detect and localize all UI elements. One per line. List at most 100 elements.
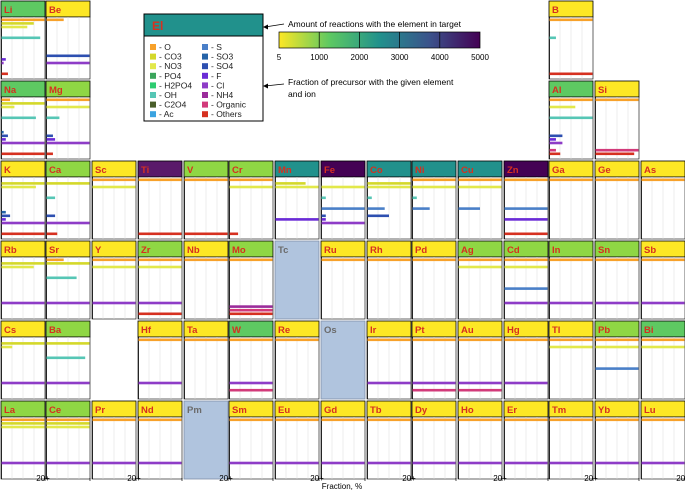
element-tile-Sc: Sc bbox=[91, 160, 137, 240]
element-symbol: Co bbox=[370, 165, 383, 176]
element-symbol: Tm bbox=[552, 405, 566, 416]
element-tile-Tc: Tc bbox=[274, 240, 320, 320]
bar-Co-OH bbox=[367, 196, 372, 200]
element-symbol: Cs bbox=[4, 325, 16, 336]
colorbar-tick-label: 2000 bbox=[351, 53, 369, 62]
bar-Ir-Cl bbox=[367, 381, 411, 385]
legend-swatch bbox=[202, 82, 208, 89]
bar-Ag-O bbox=[458, 258, 502, 262]
bar-Sb-Cl bbox=[641, 301, 685, 305]
element-symbol: Sc bbox=[95, 165, 107, 176]
bar-W-O bbox=[229, 338, 273, 342]
bar-Ni-O bbox=[412, 178, 456, 182]
bar-Ga-O bbox=[549, 178, 593, 182]
bar-Hf-O bbox=[138, 338, 182, 342]
element-tile-Be: Be bbox=[45, 0, 91, 80]
bar-Al-NO3 bbox=[549, 105, 576, 109]
bar-V-Others bbox=[184, 232, 228, 236]
x-tick-label: 20+ bbox=[402, 474, 416, 483]
legend-key: El - O- CO3- NO3- PO4- H2PO4- OH- C2O4- … bbox=[143, 13, 264, 122]
element-tile-Ho: Ho bbox=[457, 400, 503, 480]
bar-Be-O bbox=[46, 18, 64, 22]
element-tile-Ag: Ag bbox=[457, 240, 503, 320]
bar-Nd-Cl bbox=[138, 461, 182, 465]
bar-Zn-O bbox=[504, 178, 548, 182]
element-tile-Na: Na bbox=[0, 80, 46, 160]
legend-label-Organic: - Organic bbox=[211, 100, 247, 110]
element-symbol: Sr bbox=[49, 245, 59, 256]
x-tick-label: 20+ bbox=[584, 474, 598, 483]
bar-Pb-NO3 bbox=[595, 345, 639, 349]
element-tile-Er: Er bbox=[503, 400, 549, 480]
element-symbol: Rh bbox=[370, 245, 383, 256]
legend-label-SO4: - SO4 bbox=[211, 61, 233, 71]
legend-swatch bbox=[150, 101, 156, 108]
element-symbol: Sm bbox=[232, 405, 247, 416]
bar-Tb-Cl bbox=[367, 461, 411, 465]
element-tile-Sr: Sr bbox=[45, 240, 91, 320]
bar-Pb-O bbox=[595, 338, 639, 342]
element-symbol: Pd bbox=[415, 245, 427, 256]
bar-Zr-Others bbox=[138, 312, 182, 316]
element-tile-Eu: Eu bbox=[274, 400, 320, 480]
element-symbol: Na bbox=[4, 85, 17, 96]
bar-K-CO3 bbox=[1, 182, 45, 185]
colorbar-tick-label: 5 bbox=[277, 53, 282, 62]
bar-Cd-S bbox=[504, 287, 548, 290]
bar-In-Cl bbox=[549, 301, 593, 305]
bar-Ce-Cl bbox=[46, 461, 90, 465]
bar-W-Organic bbox=[229, 388, 273, 392]
bar-Pr-O bbox=[92, 418, 136, 422]
bar-La-NO3 bbox=[1, 425, 45, 429]
element-symbol: Fe bbox=[324, 165, 335, 176]
bar-Mg-F bbox=[46, 138, 56, 141]
bar-Ag-NO3 bbox=[458, 265, 502, 269]
element-tile-W: W bbox=[228, 320, 274, 400]
bar-Fe-NO3 bbox=[321, 185, 365, 189]
bar-Al-Cl bbox=[549, 141, 563, 145]
element-symbol: W bbox=[232, 325, 241, 336]
bar-Y-O bbox=[92, 258, 136, 262]
element-tile-Rb: Rb bbox=[0, 240, 46, 320]
element-symbol: Zn bbox=[507, 165, 519, 176]
legend-label-NH4: - NH4 bbox=[211, 90, 233, 100]
bar-Ru-O bbox=[321, 258, 365, 262]
bar-Cr-O bbox=[229, 178, 273, 182]
bar-La-CO3 bbox=[1, 422, 45, 425]
x-tick-label: 20+ bbox=[676, 474, 685, 483]
legend-swatch bbox=[202, 111, 208, 118]
element-tile-Li: Li bbox=[0, 0, 46, 80]
bar-Cu-O bbox=[458, 178, 502, 182]
element-tile-Tb: Tb bbox=[366, 400, 412, 480]
element-symbol: Ba bbox=[49, 325, 62, 336]
element-symbol: Tl bbox=[552, 325, 560, 336]
bar-K-NO3 bbox=[1, 185, 36, 189]
bar-Na-Others bbox=[1, 152, 45, 156]
bar-Y-NO3 bbox=[92, 265, 136, 269]
arrow-head-icon bbox=[263, 24, 268, 30]
element-symbol: Os bbox=[324, 325, 337, 336]
bar-Na-Cl bbox=[1, 141, 45, 145]
element-tile-Ge: Ge bbox=[594, 160, 640, 240]
element-tile-Cr: Cr bbox=[228, 160, 274, 240]
legend-label-S: - S bbox=[211, 42, 222, 52]
bar-Ce-O bbox=[46, 418, 90, 422]
element-symbol: Dy bbox=[415, 405, 428, 416]
element-tiles: Li Be B Na Mg Al Si K Ca Sc Ti V Cr Mn Fe Co Ni Cu Zn Ga Ge A… bbox=[0, 0, 685, 480]
bar-Ho-Cl bbox=[458, 461, 502, 465]
bar-Al-SO4 bbox=[549, 134, 563, 138]
element-tile-Nd: Nd bbox=[137, 400, 183, 480]
bar-Zn-F bbox=[504, 218, 548, 221]
bar-Lu-Cl bbox=[641, 461, 685, 465]
legend-label-CO3: - CO3 bbox=[159, 52, 182, 62]
bar-Ca-OH bbox=[46, 196, 56, 200]
element-tile-Pd: Pd bbox=[411, 240, 457, 320]
bar-V-O bbox=[184, 178, 228, 182]
element-symbol: La bbox=[4, 405, 16, 416]
legend-swatch bbox=[150, 44, 156, 50]
legend-label-C2O4: - C2O4 bbox=[159, 100, 187, 110]
bar-Mo-O bbox=[229, 258, 273, 262]
bar-Zn-Others bbox=[504, 232, 548, 236]
colorbar-gradient bbox=[278, 31, 481, 49]
bar-Pt-O bbox=[412, 338, 456, 342]
